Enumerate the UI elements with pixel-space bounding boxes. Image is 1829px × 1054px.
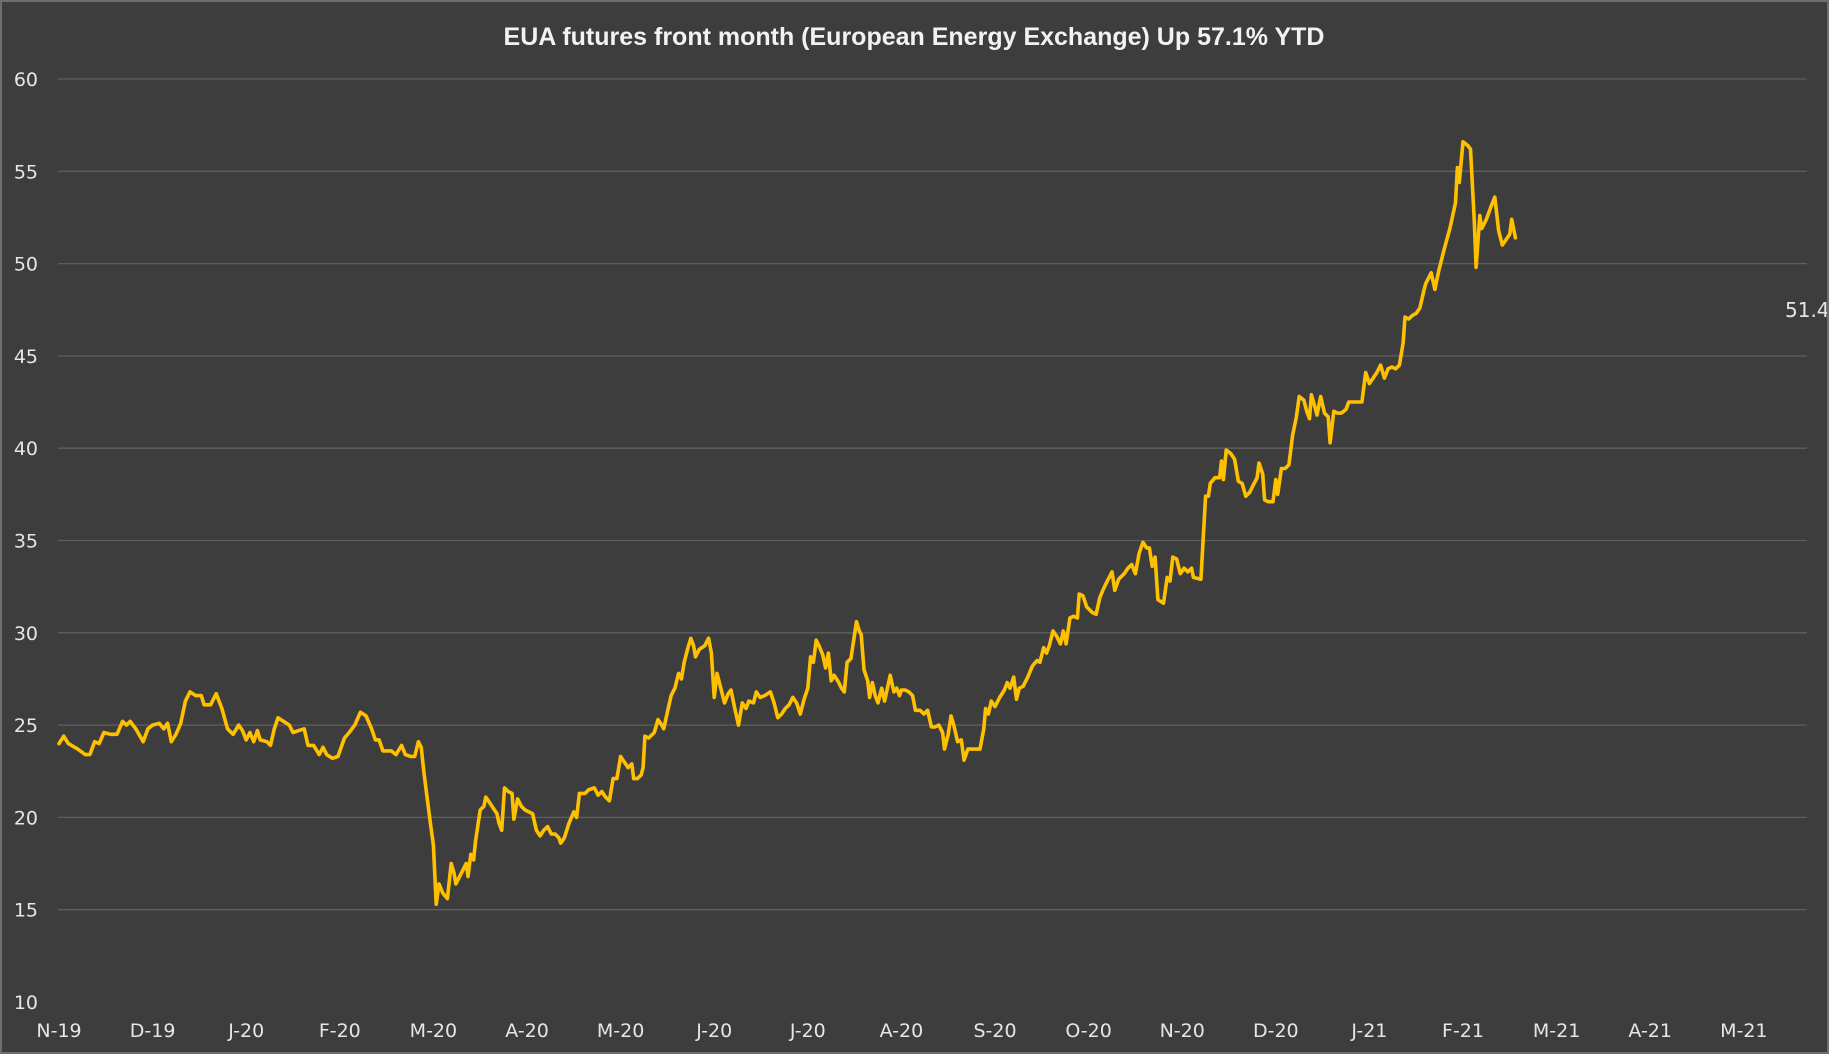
x-tick-label: D-19 (130, 1020, 176, 1042)
x-tick-label: D-20 (1253, 1020, 1299, 1042)
series-line (57, 140, 1518, 907)
x-tick-label: J-20 (695, 1020, 732, 1042)
chart-title: EUA futures front month (European Energy… (504, 23, 1325, 51)
x-tick-label: M-20 (410, 1020, 457, 1042)
y-tick-label: 20 (14, 807, 38, 829)
x-tick-label: J-20 (789, 1020, 826, 1042)
y-tick-label: 55 (14, 161, 38, 183)
y-tick-label: 30 (14, 623, 38, 645)
y-tick-label: 50 (14, 254, 38, 276)
x-tick-label: M-21 (1720, 1020, 1767, 1042)
y-tick-label: 35 (14, 531, 38, 553)
y-tick-label: 15 (14, 900, 38, 922)
x-tick-label: J-20 (227, 1020, 264, 1042)
x-tick-label: M-21 (1533, 1020, 1580, 1042)
x-tick-label: J-21 (1350, 1020, 1387, 1042)
series-group (57, 140, 1518, 907)
gridlines (58, 78, 1807, 911)
x-tick-label: O-20 (1065, 1020, 1112, 1042)
last-value-label: 51.4 (1785, 298, 1827, 322)
x-tick-label: M-20 (597, 1020, 644, 1042)
x-tick-label: A-20 (880, 1020, 924, 1042)
x-tick-label: A-21 (1628, 1020, 1672, 1042)
x-tick-label: S-20 (973, 1020, 1016, 1042)
x-tick-label: A-20 (505, 1020, 549, 1042)
y-tick-label: 40 (14, 438, 38, 460)
y-tick-label: 45 (14, 346, 38, 368)
x-tick-label: N-19 (36, 1020, 81, 1042)
x-tick-label: F-21 (1442, 1020, 1484, 1042)
y-axis-ticks: 60 55 50 45 40 35 30 25 20 15 10 (14, 69, 38, 1014)
y-tick-label: 10 (14, 992, 38, 1014)
x-tick-label: N-20 (1160, 1020, 1205, 1042)
x-tick-label: F-20 (319, 1020, 361, 1042)
x-axis-ticks: N-19 D-19 J-20 F-20 M-20 A-20 M-20 J-20 J-20 A-20… (36, 1020, 1767, 1042)
y-tick-label: 25 (14, 715, 38, 737)
y-tick-label: 60 (14, 69, 38, 91)
